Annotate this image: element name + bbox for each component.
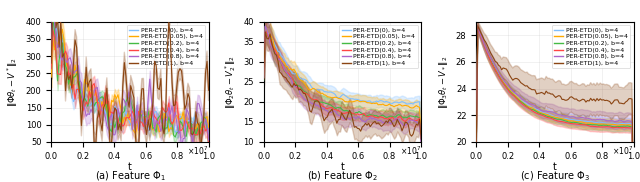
Text: $\times 10^7$: $\times 10^7$ <box>612 144 634 157</box>
Y-axis label: $\|\Phi_2\theta_t - V^*_2\|_2$: $\|\Phi_2\theta_t - V^*_2\|_2$ <box>223 55 238 109</box>
X-axis label: t: t <box>340 162 344 172</box>
Text: $\times 10^7$: $\times 10^7$ <box>400 144 421 157</box>
Legend: PER-ETD(0), b=4, PER-ETD(0.05), b=4, PER-ETD(0.2), b=4, PER-ETD(0.4), b=4, PER-E: PER-ETD(0), b=4, PER-ETD(0.05), b=4, PER… <box>552 25 630 68</box>
Y-axis label: $\|\Phi_3\theta_t - V_*\|_2$: $\|\Phi_3\theta_t - V_*\|_2$ <box>437 55 451 109</box>
Title: (c) Feature $\Phi_3$: (c) Feature $\Phi_3$ <box>520 169 590 182</box>
X-axis label: t: t <box>128 162 132 172</box>
Legend: PER-ETD(0), b=4, PER-ETD(0.05), b=4, PER-ETD(0.2), b=4, PER-ETD(0.4), b=4, PER-E: PER-ETD(0), b=4, PER-ETD(0.05), b=4, PER… <box>127 25 205 68</box>
Y-axis label: $\|\Phi\theta_t - V^*\|_2$: $\|\Phi\theta_t - V^*\|_2$ <box>6 57 20 107</box>
Title: (a) Feature $\Phi_1$: (a) Feature $\Phi_1$ <box>95 169 165 182</box>
Text: $\times 10^7$: $\times 10^7$ <box>188 144 209 157</box>
Legend: PER-ETD(0), b=4, PER-ETD(0.05), b=4, PER-ETD(0.2), b=4, PER-ETD(0.4), b=4, PER-E: PER-ETD(0), b=4, PER-ETD(0.05), b=4, PER… <box>339 25 418 68</box>
Title: (b) Feature $\Phi_2$: (b) Feature $\Phi_2$ <box>307 169 378 182</box>
X-axis label: t: t <box>553 162 557 172</box>
